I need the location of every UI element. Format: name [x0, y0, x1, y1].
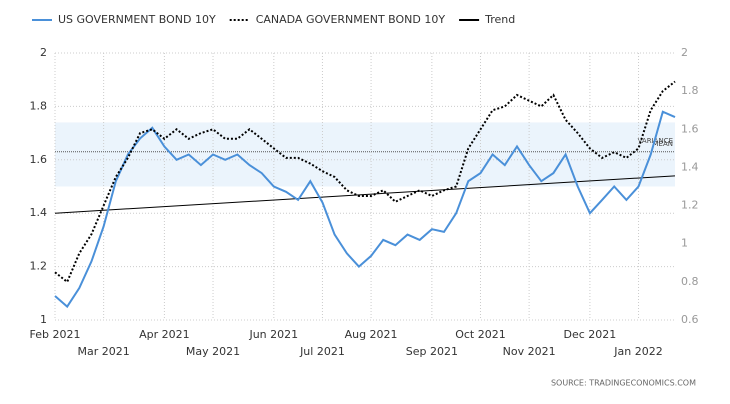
y2-tick-label: 0.8	[681, 275, 699, 288]
x-tick-label: Jul 2021	[299, 345, 345, 358]
legend-label: Trend	[484, 13, 515, 26]
source: SOURCE: TRADINGECONOMICS.COM	[551, 379, 696, 388]
y-tick-label: 1	[40, 313, 47, 326]
trend-line	[54, 175, 676, 214]
x-tick-label: May 2021	[186, 345, 240, 358]
x-tick-label: Oct 2021	[455, 328, 506, 341]
y-tick-label: 1.4	[30, 206, 48, 219]
x-tick-label: Sep 2021	[406, 345, 458, 358]
y-tick-label: 2	[40, 46, 47, 59]
x-tick-label: Jun 2021	[248, 328, 298, 341]
y2-tick-label: 1.6	[681, 122, 699, 135]
y2-tick-label: 1.4	[681, 160, 699, 173]
y-tick-label: 1.6	[30, 153, 48, 166]
x-tick-label: Mar 2021	[78, 345, 130, 358]
mean-label: MEAN	[653, 140, 674, 148]
y2-tick-label: 1.8	[681, 84, 699, 97]
x-tick-label: Aug 2021	[345, 328, 398, 341]
y2-tick-label: 2	[681, 46, 688, 59]
series-line	[54, 80, 676, 284]
legend-label: US GOVERNMENT BOND 10Y	[58, 13, 216, 26]
y-tick-label: 1.2	[30, 260, 48, 273]
y-tick-label: 1.8	[30, 99, 48, 112]
x-tick-label: Nov 2021	[503, 345, 556, 358]
series-line	[54, 110, 676, 309]
y2-tick-label: 1	[681, 237, 688, 250]
legend-label: CANADA GOVERNMENT BOND 10Y	[256, 13, 446, 26]
x-tick-label: Feb 2021	[30, 328, 81, 341]
y2-tick-label: 1.2	[681, 199, 699, 212]
x-tick-label: Dec 2021	[564, 328, 617, 341]
y2-tick-label: 0.6	[681, 313, 699, 326]
x-tick-label: Apr 2021	[139, 328, 190, 341]
x-tick-label: Jan 2022	[613, 345, 662, 358]
